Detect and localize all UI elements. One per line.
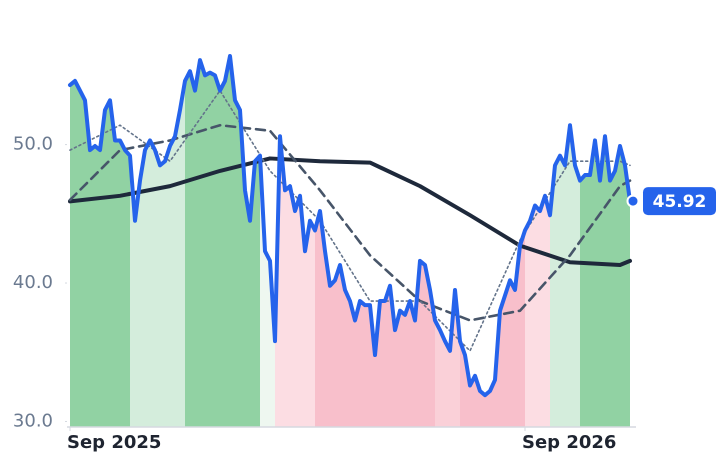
band — [130, 55, 185, 427]
bands — [70, 55, 630, 427]
band — [315, 55, 435, 427]
x-tick-label: Sep 2026 — [522, 432, 616, 453]
price-line — [68, 53, 632, 398]
moving-average-line — [68, 156, 632, 268]
last-point — [626, 194, 640, 208]
y-tick-label: 50.0 — [13, 134, 53, 155]
moving-average-line — [68, 123, 632, 322]
band — [550, 55, 580, 427]
last-value-badge — [643, 187, 716, 216]
last-value-label: 45.92 — [653, 192, 707, 212]
band — [460, 55, 525, 427]
x-tick-label: Sep 2025 — [67, 432, 161, 453]
y-tick-label: 40.0 — [13, 272, 53, 293]
y-tick-label: 30.0 — [13, 410, 53, 431]
moving-average-line — [69, 89, 631, 352]
band — [580, 55, 630, 427]
band — [435, 55, 460, 427]
